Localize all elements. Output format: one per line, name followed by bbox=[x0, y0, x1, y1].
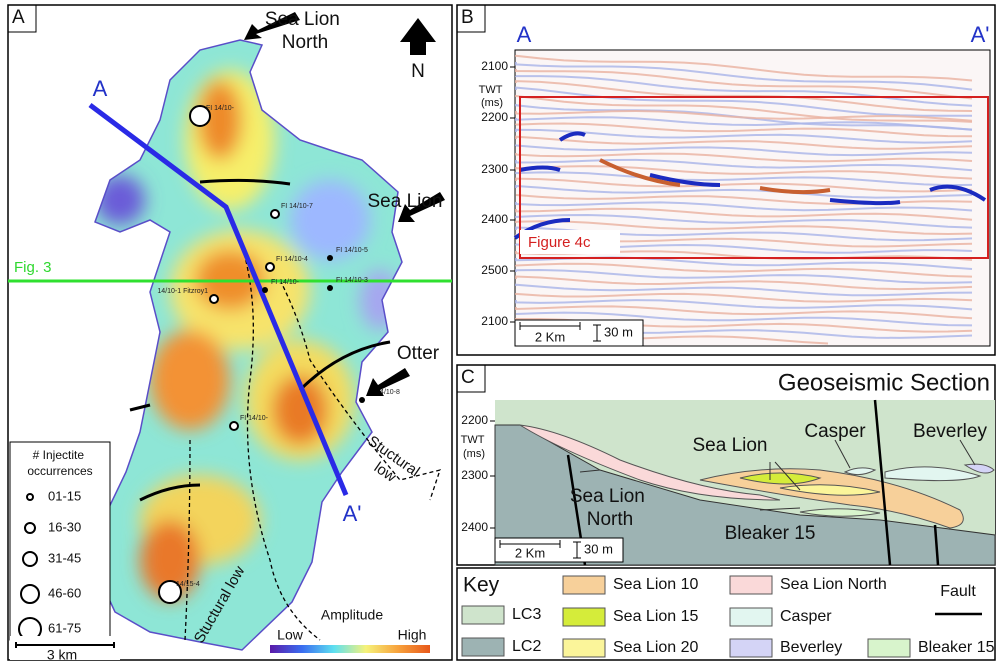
label: Low bbox=[277, 627, 304, 643]
key-label: Beverley bbox=[780, 639, 842, 656]
well-marker bbox=[327, 255, 333, 261]
well-label: FI 14/10- bbox=[271, 279, 300, 286]
label: Bleaker 15 bbox=[725, 523, 816, 544]
key-swatch bbox=[563, 608, 605, 626]
label: Sea Lion bbox=[692, 435, 767, 456]
label: A bbox=[517, 22, 532, 47]
well-label: 14/10-1 Fitzroy1 bbox=[157, 288, 208, 295]
figure: FI 14/10- FI 14/10-7 FI 14/10-4 FI 14/10-5 1… bbox=[0, 0, 1000, 665]
well-marker bbox=[271, 210, 279, 218]
legend-label: 61-75 bbox=[48, 620, 81, 635]
well-marker bbox=[210, 295, 218, 303]
well-label: 14/15-4 bbox=[176, 581, 200, 588]
label: 2 Km bbox=[515, 545, 545, 560]
well-marker bbox=[230, 422, 238, 430]
axis-title: TWT (ms) bbox=[479, 84, 506, 109]
label: 3 km bbox=[47, 647, 77, 663]
label: Beverley bbox=[913, 421, 987, 442]
label: High bbox=[398, 627, 427, 643]
key-swatch bbox=[868, 639, 910, 657]
well-marker bbox=[262, 287, 268, 293]
key-swatch bbox=[563, 576, 605, 594]
label: A' bbox=[971, 22, 990, 47]
label: Fault bbox=[940, 583, 976, 600]
well-label: FI 14/10- bbox=[206, 105, 235, 112]
well-label: FI 14/10-4 bbox=[276, 256, 308, 263]
key-swatch bbox=[462, 638, 504, 656]
label: 30 m bbox=[584, 541, 613, 556]
key-label: Sea Lion 20 bbox=[613, 639, 699, 656]
well-label: FI 14/10-3 bbox=[336, 277, 368, 284]
key-label: Casper bbox=[780, 608, 832, 625]
label: Sea Lion bbox=[367, 191, 442, 212]
label: Otter bbox=[397, 343, 440, 364]
tick-label: 2100 bbox=[481, 59, 508, 73]
well-label: FI 14/10- bbox=[240, 415, 269, 422]
well-marker bbox=[266, 263, 274, 271]
panel-label: A bbox=[12, 7, 25, 28]
tick-label: 2200 bbox=[461, 413, 488, 427]
key-swatch bbox=[462, 606, 504, 624]
label: B bbox=[461, 7, 474, 28]
label: A' bbox=[343, 501, 362, 526]
legend-label: 16-30 bbox=[48, 519, 81, 534]
key-swatch bbox=[730, 608, 772, 626]
tick-label: 2300 bbox=[461, 468, 488, 482]
key-label: Sea Lion North bbox=[780, 576, 887, 593]
label: N bbox=[411, 61, 425, 82]
tick-label: 2500 bbox=[481, 263, 508, 277]
key-label: LC2 bbox=[512, 638, 541, 655]
tick-label: 2100 bbox=[481, 314, 508, 328]
key-label: Sea Lion 10 bbox=[613, 576, 699, 593]
well-marker bbox=[359, 397, 365, 403]
well-label: FI 14/10-7 bbox=[281, 203, 313, 210]
legend-label: 46-60 bbox=[48, 585, 81, 600]
amplitude-bar bbox=[270, 645, 430, 653]
label: Fig. 3 bbox=[14, 259, 52, 276]
well-marker bbox=[327, 285, 333, 291]
legend-symbol bbox=[23, 552, 37, 566]
legend-symbol bbox=[21, 585, 39, 603]
label: A bbox=[93, 76, 108, 101]
key-swatch bbox=[730, 639, 772, 657]
label: Key bbox=[463, 574, 500, 597]
key-label: Bleaker 15 bbox=[918, 639, 995, 656]
key-swatch bbox=[730, 576, 772, 594]
label: Amplitude bbox=[321, 607, 383, 623]
label: 30 m bbox=[604, 324, 633, 339]
label: 2 Km bbox=[535, 329, 565, 344]
label: C bbox=[461, 367, 475, 388]
ellipse-shape bbox=[150, 330, 230, 430]
label: Casper bbox=[804, 421, 866, 442]
well-label: FI 14/10-5 bbox=[336, 247, 368, 254]
label: Geoseismic Section bbox=[778, 369, 990, 396]
tick-label: 2400 bbox=[461, 520, 488, 534]
tick-label: 2400 bbox=[481, 212, 508, 226]
legend-symbol bbox=[27, 494, 33, 500]
legend-label: 31-45 bbox=[48, 550, 81, 565]
key-label: LC3 bbox=[512, 606, 541, 623]
key-label: Sea Lion 15 bbox=[613, 608, 699, 625]
legend-label: 01-15 bbox=[48, 488, 81, 503]
tick-label: 2300 bbox=[481, 162, 508, 176]
label: Figure 4c bbox=[528, 234, 591, 251]
tick-label: 2200 bbox=[481, 110, 508, 124]
key-swatch bbox=[563, 639, 605, 657]
legend-symbol bbox=[25, 523, 35, 533]
